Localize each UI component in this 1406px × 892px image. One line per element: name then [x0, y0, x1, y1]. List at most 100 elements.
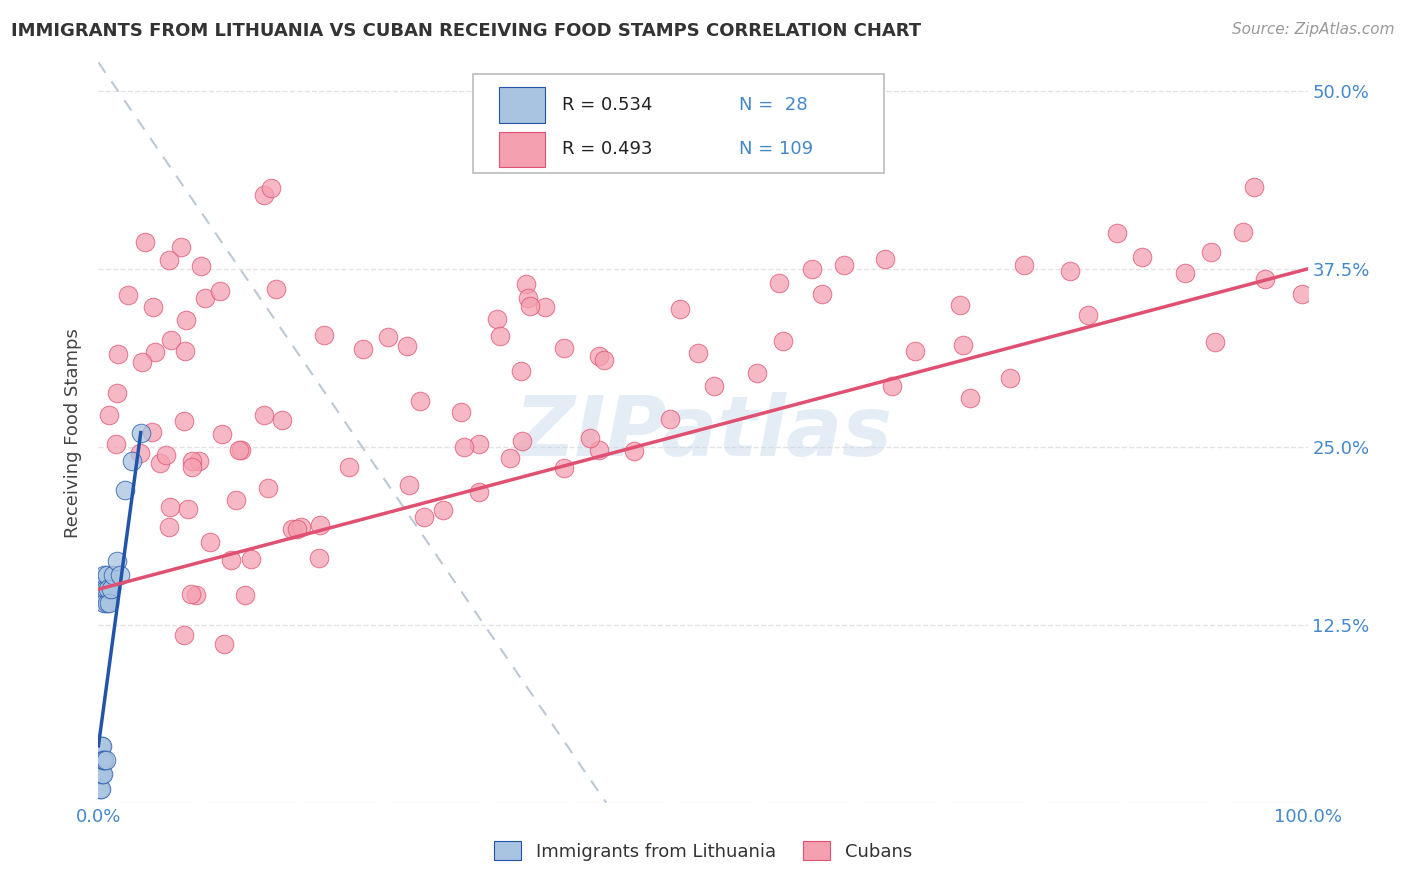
Point [157, 252, 180, 267]
Point [256, 482, 278, 496]
Point [194, 291, 217, 305]
Point [747, 366, 769, 380]
Point [97, 409, 120, 423]
Point [148, 456, 170, 470]
Point [90, 781, 112, 796]
Point [489, 328, 512, 343]
Point [179, 587, 201, 601]
Point [134, 235, 156, 249]
Point [221, 553, 243, 567]
Point [212, 637, 235, 651]
Point [658, 412, 681, 426]
Point [174, 343, 197, 358]
Point [772, 334, 794, 348]
Point [1291, 287, 1313, 301]
Point [1204, 334, 1226, 349]
Point [91, 767, 114, 781]
Point [290, 519, 312, 533]
Point [91, 753, 114, 767]
Point [668, 301, 690, 316]
Point [105, 554, 128, 568]
Point [91, 582, 114, 597]
Point [533, 300, 555, 314]
Point [517, 291, 540, 305]
Point [485, 312, 508, 326]
Point [395, 339, 418, 353]
Point [98, 597, 121, 611]
Point [409, 393, 432, 408]
Point [588, 443, 610, 458]
Point [228, 443, 250, 458]
Bar [499, 132, 544, 167]
Point [173, 414, 195, 428]
Point [1174, 266, 1197, 280]
Point [89, 767, 111, 781]
Point [253, 188, 276, 202]
Point [801, 262, 824, 277]
Point [96, 597, 118, 611]
Point [173, 627, 195, 641]
Point [811, 287, 834, 301]
Point [105, 437, 128, 451]
Point [91, 739, 114, 753]
Point [225, 492, 247, 507]
Point [468, 485, 491, 500]
Point [90, 753, 112, 767]
Point [281, 523, 304, 537]
Point [91, 767, 114, 781]
Point [509, 364, 531, 378]
Point [108, 568, 131, 582]
Point [377, 330, 399, 344]
Point [314, 328, 336, 343]
Point [432, 503, 454, 517]
Point [91, 753, 114, 767]
Point [515, 277, 537, 291]
Point [114, 483, 136, 497]
Point [1243, 179, 1265, 194]
Point [952, 338, 974, 352]
Point [398, 477, 420, 491]
Point [519, 299, 541, 313]
Point [89, 781, 111, 796]
Text: IMMIGRANTS FROM LITHUANIA VS CUBAN RECEIVING FOOD STAMPS CORRELATION CHART: IMMIGRANTS FROM LITHUANIA VS CUBAN RECEI… [11, 22, 921, 40]
Point [142, 300, 165, 314]
Point [768, 277, 790, 291]
Point [117, 288, 139, 302]
Point [94, 582, 117, 597]
Point [176, 313, 198, 327]
Point [105, 386, 128, 401]
Point [453, 441, 475, 455]
Point [264, 281, 287, 295]
Point [186, 588, 208, 602]
Point [253, 409, 276, 423]
Point [160, 333, 183, 347]
Text: R = 0.534: R = 0.534 [561, 96, 652, 114]
Point [181, 454, 204, 468]
Bar [499, 87, 544, 122]
Point [588, 349, 610, 363]
Point [623, 443, 645, 458]
Point [121, 454, 143, 468]
Point [101, 568, 124, 582]
Point [94, 753, 117, 767]
Text: R = 0.493: R = 0.493 [561, 140, 652, 159]
Point [1000, 370, 1022, 384]
Point [499, 450, 522, 465]
Point [97, 582, 120, 597]
Point [96, 568, 118, 582]
Point [1232, 225, 1254, 239]
Text: N =  28: N = 28 [740, 96, 808, 114]
Point [208, 285, 231, 299]
Point [593, 353, 616, 368]
Point [93, 753, 115, 767]
Point [271, 413, 294, 427]
Point [1014, 258, 1036, 272]
Point [875, 252, 897, 267]
Point [578, 431, 600, 445]
Point [143, 344, 166, 359]
Point [129, 446, 152, 460]
Point [190, 259, 212, 273]
Point [553, 461, 575, 475]
Point [177, 502, 200, 516]
Point [187, 454, 209, 468]
